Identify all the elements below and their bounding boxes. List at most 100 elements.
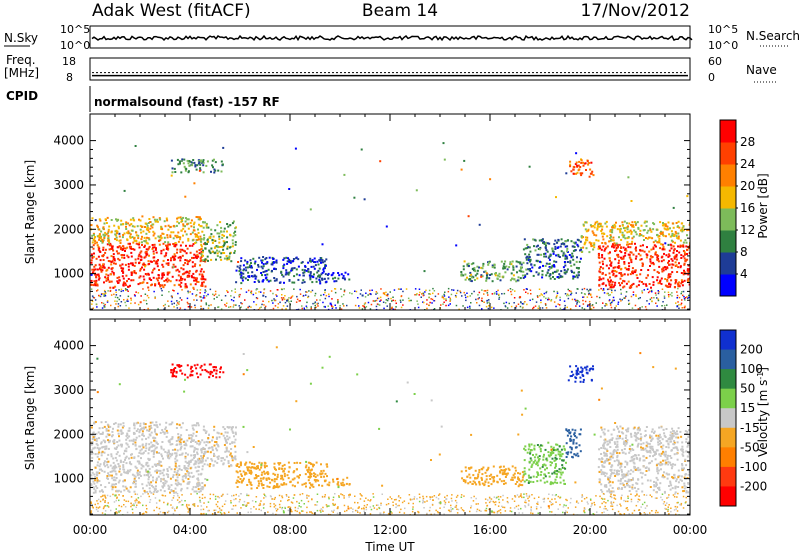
power-colorbar-tick-1: 24: [740, 157, 755, 171]
time-tick-label-5: 20:00: [573, 523, 608, 537]
power-ytick-label-2: 2000: [53, 222, 84, 236]
velocity-colorbar-tick-7: -200: [740, 479, 767, 493]
velocity-ytick-label-0: 4000: [53, 339, 84, 353]
velocity-colorbar-swatch-4: [720, 408, 736, 429]
power-colorbar-label: Power [dB]: [756, 173, 770, 238]
power-region-4: [327, 271, 351, 283]
velocity-region-7: [565, 428, 582, 459]
velocity-colorbar-tick-4: -15: [740, 421, 760, 435]
noise-trace: [91, 34, 693, 42]
power-colorbar-tick-3: 16: [740, 201, 755, 215]
noise-panel-frame: [89, 25, 691, 49]
power-ytick-label-0: 4000: [53, 134, 84, 148]
noise-trace-line: [91, 34, 693, 42]
nave-label: Nave: [746, 63, 777, 77]
velocity-region-0: [90, 447, 207, 494]
freq-left-tick-top: 18: [62, 55, 76, 68]
time-tick-label-4: 16:00: [473, 523, 508, 537]
power-region-9: [598, 220, 690, 245]
date-title: 17/Nov/2012: [580, 1, 690, 21]
velocity-colorbar-swatch-8: [720, 486, 736, 507]
velocity-ytick-label-3: 1000: [53, 472, 84, 486]
velocity-panel-frame: [89, 318, 691, 516]
velocity-colorbar-swatch-3: [720, 388, 736, 409]
power-isolated-points: [90, 142, 689, 310]
velocity-region-5: [460, 465, 525, 488]
power-panel-axes: 4000 3000 2000 1000: [53, 114, 691, 310]
velocity-region-9: [599, 425, 690, 450]
time-tick-label-0: 00:00: [73, 523, 108, 537]
power-colorbar-swatch-6: [720, 142, 736, 165]
power-region-8: [597, 242, 690, 289]
power-panel-data: [90, 142, 690, 310]
noise-right-tick-bottom: 10^0: [708, 39, 738, 52]
time-axis-label: Time UT: [364, 540, 415, 554]
velocity-region-1: [90, 421, 202, 450]
velocity-region-6: [523, 443, 567, 486]
velocity-ylabel: Slant Range [km]: [23, 366, 37, 470]
freq-unit-label: [MHz]: [4, 66, 39, 80]
velocity-colorbar-swatch-7: [720, 466, 736, 487]
freq-panel-frame: [89, 57, 691, 81]
beam-title: Beam 14: [362, 1, 438, 21]
power-colorbar-swatch-4: [720, 186, 736, 209]
power-region-1: [90, 216, 202, 245]
power-region-0: [90, 242, 207, 289]
velocity-isolated-points: [96, 346, 677, 515]
power-colorbar-tick-6: 4: [740, 267, 748, 281]
noise-left-tick-bottom: 10^0: [60, 39, 90, 52]
time-tick-label-3: 12:00: [373, 523, 408, 537]
power-colorbar-tick-2: 20: [740, 179, 755, 193]
noise-right-tick-top: 10^5: [708, 23, 738, 36]
radar-title: Adak West (fitACF): [92, 1, 251, 21]
freq-right-tick-top: 60: [708, 55, 722, 68]
velocity-colorbar-swatch-0: [720, 330, 736, 351]
freq-right-tick-bottom: 0: [708, 71, 715, 84]
velocity-region-2: [200, 425, 237, 468]
time-tick-label-2: 08:00: [273, 523, 308, 537]
power-region-6: [522, 238, 582, 280]
time-axis-ticks: 00:00 04:00 08:00 12:00 16:00 20:00 00:00: [73, 523, 708, 537]
velocity-ytick-label-1: 3000: [53, 383, 84, 397]
power-colorbar: 28 24 20 16 12 8 4: [719, 119, 755, 297]
velocity-region-11: [567, 365, 595, 383]
power-colorbar-swatch-3: [720, 208, 736, 231]
cpid-label: CPID: [6, 89, 38, 103]
velocity-colorbar-swatch-5: [720, 427, 736, 448]
velocity-region-10: [170, 363, 225, 379]
power-colorbar-swatch-1: [720, 252, 736, 275]
power-near-range-scatter: [90, 287, 690, 310]
power-colorbar-swatch-7: [720, 120, 736, 143]
power-region-2: [200, 220, 237, 263]
velocity-colorbar-tick-5: -50: [740, 440, 760, 454]
cpid-text: normalsound (fast) -157 RF: [94, 95, 280, 109]
time-tick-label-6: 00:00: [673, 523, 708, 537]
noise-left-tick-top: 10^5: [60, 23, 90, 36]
power-ytick-label-1: 3000: [53, 178, 84, 192]
noise-sky-label: N.Sky: [4, 31, 38, 45]
velocity-region-4: [328, 476, 351, 487]
power-colorbar-tick-0: 28: [740, 135, 755, 149]
time-tick-label-1: 04:00: [173, 523, 208, 537]
power-colorbar-tick-5: 8: [740, 245, 748, 259]
velocity-panel-axes: 4000 3000 2000 1000: [53, 319, 691, 515]
freq-left-tick-bottom: 8: [66, 71, 73, 84]
power-ytick-label-3: 1000: [53, 267, 84, 281]
power-region-10: [170, 158, 224, 174]
noise-search-label: N.Search: [746, 29, 800, 43]
velocity-colorbar-swatch-1: [720, 349, 736, 370]
power-ylabel: Slant Range [km]: [23, 160, 37, 264]
velocity-ytick-label-2: 2000: [53, 427, 84, 441]
velocity-region-8: [597, 447, 690, 494]
power-region-5: [460, 260, 525, 283]
velocity-colorbar-tick-6: -100: [740, 460, 767, 474]
velocity-panel-data: [90, 346, 690, 515]
velocity-colorbar-swatch-2: [720, 369, 736, 390]
velocity-colorbar-tick-0: 200: [740, 343, 763, 357]
power-region-3: [235, 256, 330, 285]
power-region-7: [580, 220, 600, 254]
power-colorbar-swatch-0: [720, 274, 736, 297]
power-colorbar-swatch-2: [720, 230, 736, 253]
velocity-colorbar-label: Velocity [m s-1]: [756, 367, 771, 457]
